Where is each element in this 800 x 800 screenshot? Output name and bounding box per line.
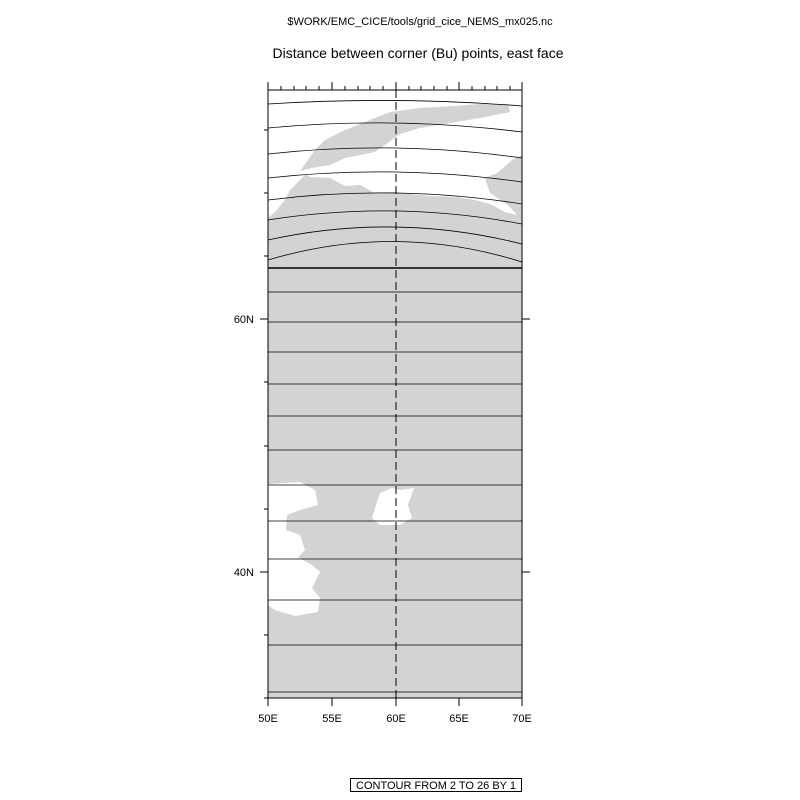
contour-line <box>267 100 523 107</box>
contour-line <box>267 122 523 133</box>
lon-label-65e: 65E <box>449 713 469 725</box>
contour-line <box>267 226 523 245</box>
plot-title: Distance between corner (Bu) points, eas… <box>272 45 564 61</box>
map-frame <box>267 89 523 699</box>
contour-line <box>267 192 523 205</box>
side-ticks <box>260 129 530 699</box>
file-title: $WORK/EMC_CICE/tools/grid_cice_NEMS_mx02… <box>287 16 553 28</box>
ocean-lake <box>372 488 414 525</box>
contour-lines <box>267 100 523 693</box>
lon-label-60e: 60E <box>386 713 406 725</box>
contour-line <box>267 147 523 159</box>
lon-label-70e: 70E <box>512 713 532 725</box>
lat-label-60n: 60N <box>234 314 254 326</box>
contour-line <box>267 171 523 183</box>
lon-label-50e: 50E <box>258 713 278 725</box>
top-ticks <box>267 82 523 90</box>
ocean-west <box>268 482 320 616</box>
bottom-ticks <box>267 698 523 706</box>
lon-label-55e: 55E <box>322 713 342 725</box>
lat-label-40n: 40N <box>234 567 254 579</box>
contour-line <box>267 241 523 263</box>
contour-line <box>267 210 523 225</box>
map-frame-group: 60N 40N 50E 55E 60E 65E 70E <box>234 82 532 725</box>
contour-info-box: CONTOUR FROM 2 TO 26 BY 1 <box>350 778 522 792</box>
ocean-north <box>268 90 522 218</box>
land-patch-north <box>300 104 510 171</box>
